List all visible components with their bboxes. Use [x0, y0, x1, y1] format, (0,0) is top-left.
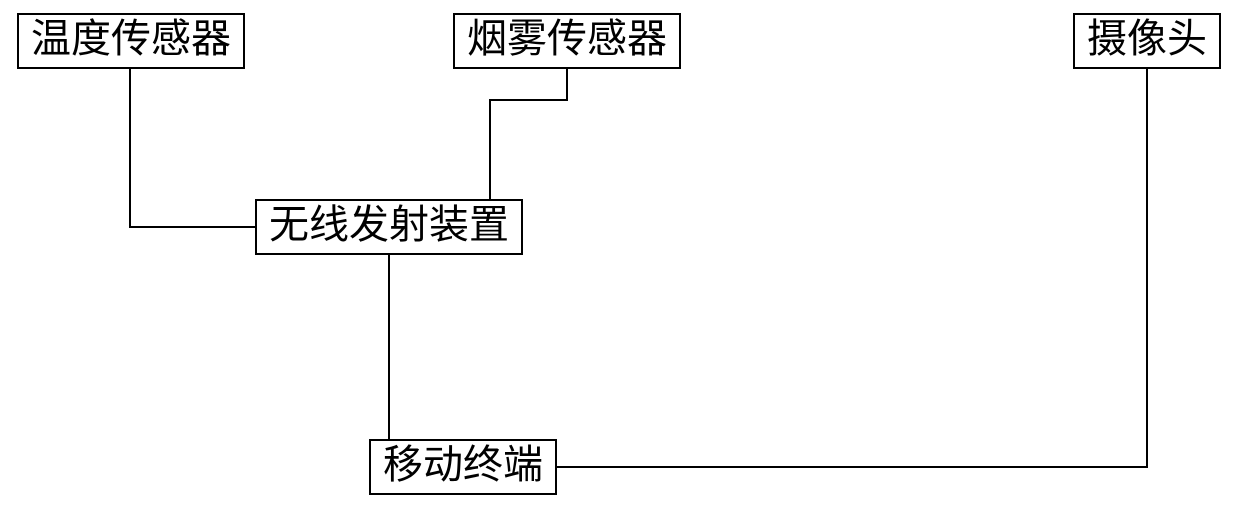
node-camera: 摄像头 — [1074, 14, 1220, 68]
edge-temp_sensor-to-tx — [130, 68, 256, 227]
node-tx: 无线发射装置 — [256, 200, 522, 254]
node-mobile-label: 移动终端 — [383, 442, 543, 487]
edge-camera-to-mobile — [556, 68, 1147, 467]
node-mobile: 移动终端 — [370, 440, 556, 494]
edge-smoke_sensor-to-tx — [490, 68, 567, 200]
system-block-diagram: 温度传感器 烟雾传感器 摄像头无线发射装置移动终端 — [0, 0, 1239, 527]
node-tx-label: 无线发射装置 — [269, 202, 509, 247]
node-smoke_sensor: 烟雾传感器 — [454, 14, 680, 68]
node-temp_sensor: 温度传感器 — [18, 14, 244, 68]
node-smoke_sensor-label: 烟雾传感器 — [467, 16, 667, 61]
node-camera-label: 摄像头 — [1087, 16, 1207, 61]
node-temp_sensor-label: 温度传感器 — [31, 16, 231, 61]
